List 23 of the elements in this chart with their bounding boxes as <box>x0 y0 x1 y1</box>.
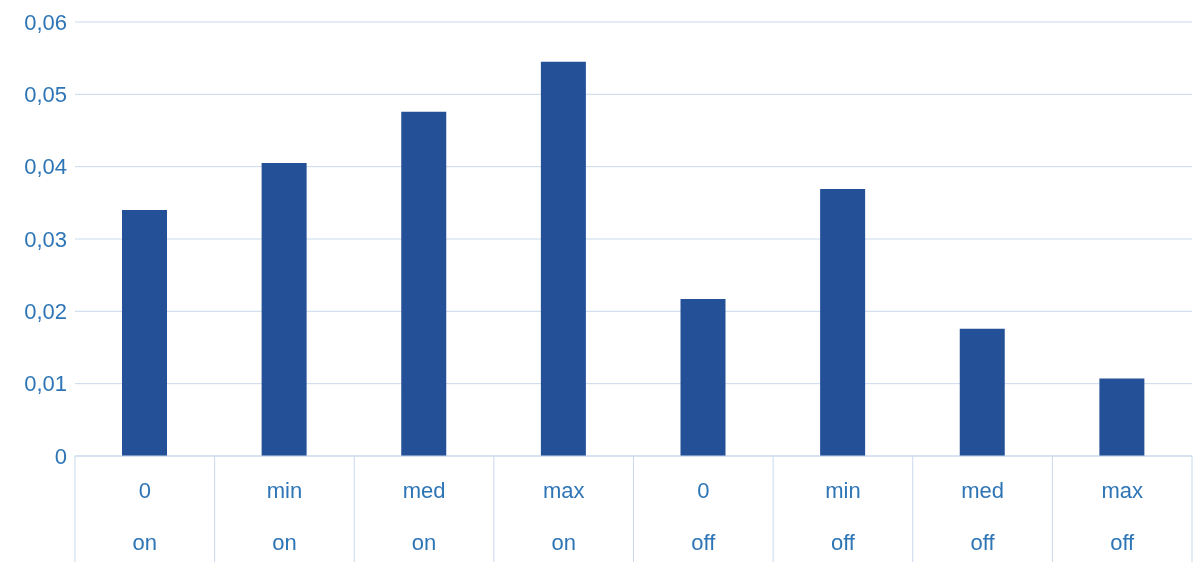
bar <box>959 328 1005 456</box>
bar <box>122 210 167 456</box>
bar <box>1099 378 1145 456</box>
y-tick-label: 0,03 <box>24 226 67 252</box>
category-label: med on <box>402 478 446 555</box>
y-tick-label: 0,05 <box>24 82 67 108</box>
y-tick-label: 0,04 <box>24 154 67 180</box>
category-label: med off <box>961 478 1004 555</box>
y-tick-label: 0,01 <box>24 371 67 397</box>
category-label: max on <box>542 478 585 555</box>
bar <box>820 189 866 456</box>
bar <box>540 61 586 456</box>
y-tick-label: 0,06 <box>24 9 67 35</box>
category-label: min on <box>266 478 303 555</box>
category-label: max off <box>1101 478 1143 555</box>
bar <box>401 111 447 456</box>
category-label: min off <box>825 478 861 555</box>
bar <box>680 299 726 456</box>
bar <box>261 163 307 456</box>
y-tick-label: 0,02 <box>24 299 67 325</box>
y-tick-label: 0 <box>54 443 67 469</box>
category-label: 0 on <box>132 478 158 555</box>
category-label: 0 off <box>691 478 716 555</box>
